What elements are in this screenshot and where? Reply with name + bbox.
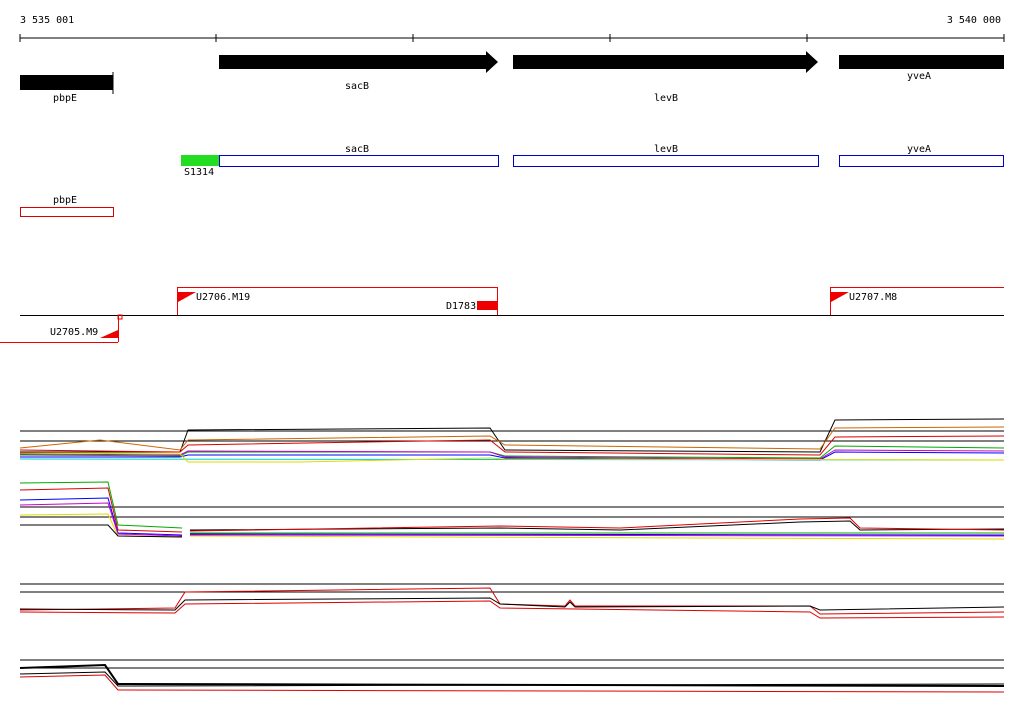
feature-label: sacB bbox=[345, 144, 369, 155]
region-label: pbpE bbox=[53, 195, 77, 206]
ruler-end: 3 540 000 bbox=[947, 15, 1001, 26]
region-box bbox=[20, 207, 114, 217]
gene-label: yveA bbox=[907, 71, 931, 82]
transcript-label: D1783 bbox=[446, 301, 476, 312]
gene-label: sacB bbox=[345, 81, 369, 92]
gene-label: pbpE bbox=[53, 93, 77, 104]
transcript-label: U2706.M19 bbox=[196, 292, 250, 303]
gene-track bbox=[20, 51, 1004, 94]
transcript-label: U2705.M9 bbox=[50, 327, 98, 338]
feature-box bbox=[181, 155, 219, 166]
transcript-track bbox=[0, 287, 1004, 343]
gene-label: levB bbox=[654, 93, 678, 104]
feature-track bbox=[219, 155, 1004, 167]
feature-label: levB bbox=[654, 144, 678, 155]
feature-label: yveA bbox=[907, 144, 931, 155]
ruler bbox=[19, 34, 1005, 42]
transcript-label: U2707.M8 bbox=[849, 292, 897, 303]
expression-track bbox=[19, 418, 1005, 693]
ruler-start: 3 535 001 bbox=[20, 15, 74, 26]
feature-label: S1314 bbox=[184, 167, 214, 178]
